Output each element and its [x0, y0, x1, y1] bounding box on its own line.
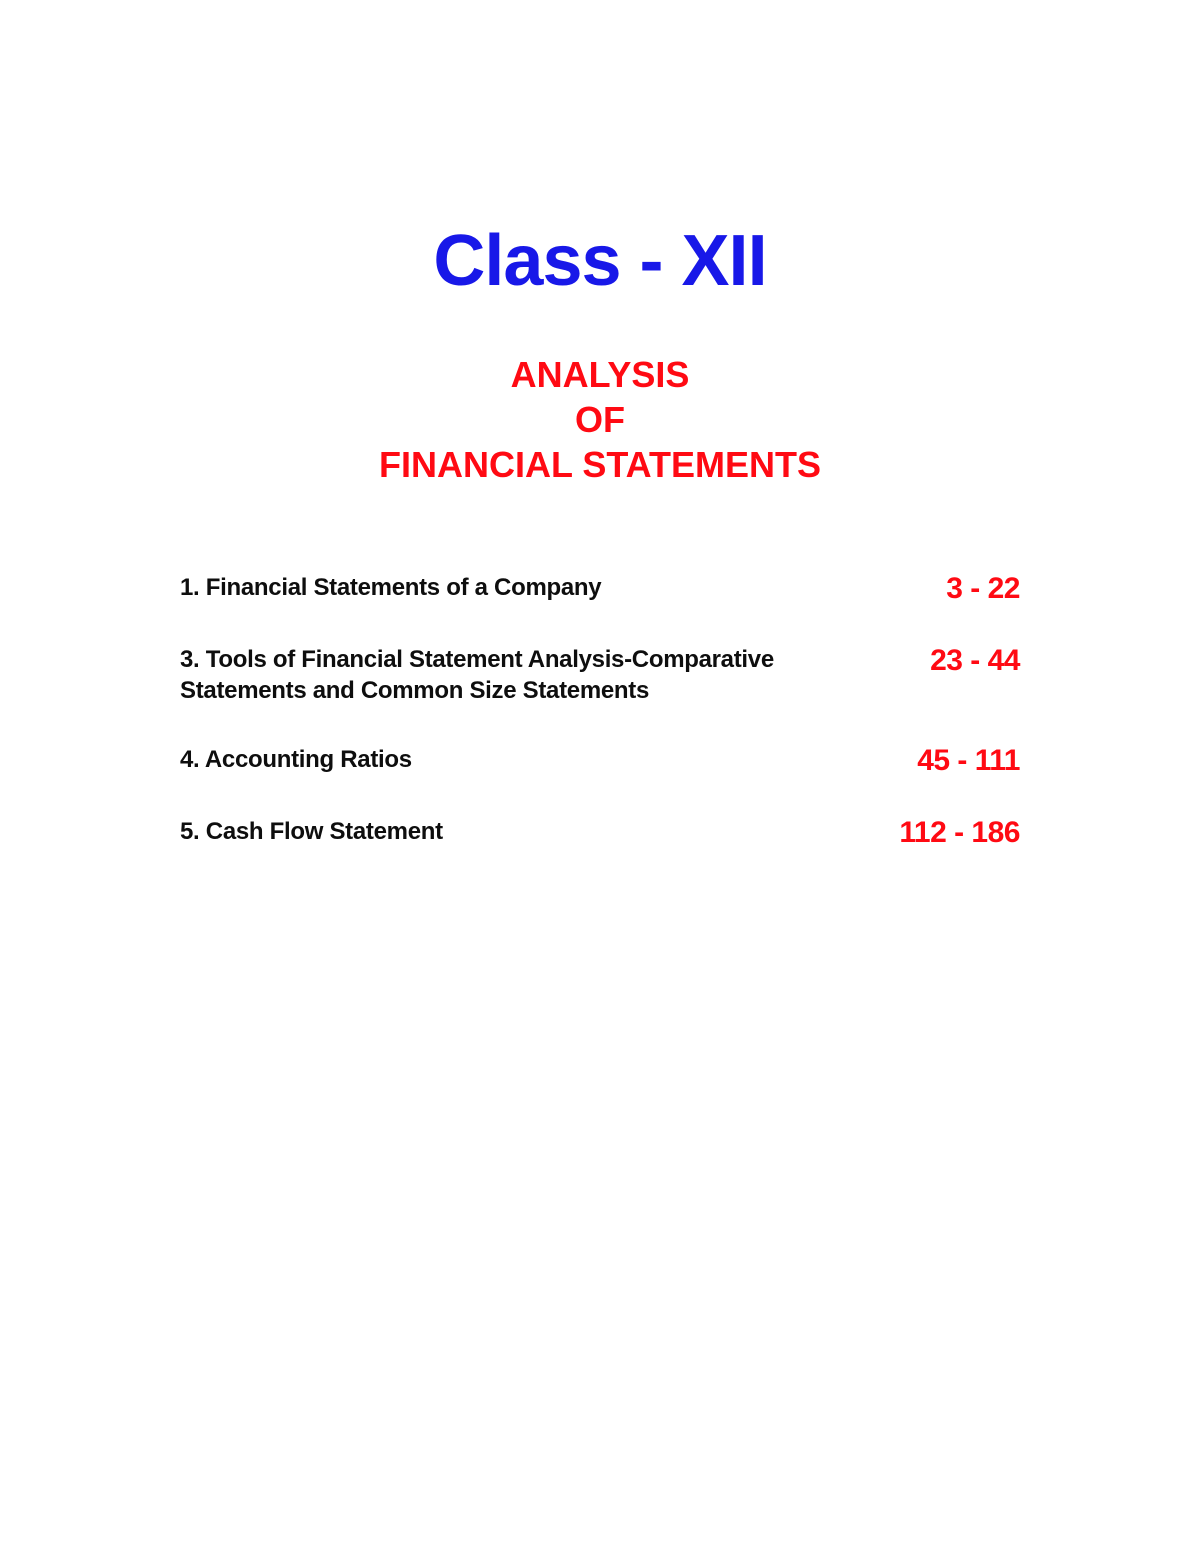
subtitle-line-1: ANALYSIS — [150, 352, 1050, 397]
subtitle-line-3: FINANCIAL STATEMENTS — [150, 442, 1050, 487]
toc-pages: 45 - 111 — [917, 744, 1020, 778]
page-container: Class - XII ANALYSIS OF FINANCIAL STATEM… — [0, 0, 1200, 850]
main-title: Class - XII — [150, 220, 1050, 302]
toc-row: 5. Cash Flow Statement 112 - 186 — [180, 816, 1020, 850]
toc-label: 4. Accounting Ratios — [180, 744, 412, 775]
toc-container: 1. Financial Statements of a Company 3 -… — [150, 572, 1050, 850]
toc-row: 1. Financial Statements of a Company 3 -… — [180, 572, 1020, 606]
toc-pages: 3 - 22 — [946, 572, 1020, 606]
toc-pages: 112 - 186 — [899, 816, 1020, 850]
subtitle-block: ANALYSIS OF FINANCIAL STATEMENTS — [150, 352, 1050, 487]
toc-label: 5. Cash Flow Statement — [180, 816, 443, 847]
subtitle-line-2: OF — [150, 397, 1050, 442]
toc-label: 1. Financial Statements of a Company — [180, 572, 601, 603]
toc-label: 3. Tools of Financial Statement Analysis… — [180, 644, 780, 706]
toc-row: 4. Accounting Ratios 45 - 111 — [180, 744, 1020, 778]
toc-row: 3. Tools of Financial Statement Analysis… — [180, 644, 1020, 706]
toc-pages: 23 - 44 — [930, 644, 1020, 678]
